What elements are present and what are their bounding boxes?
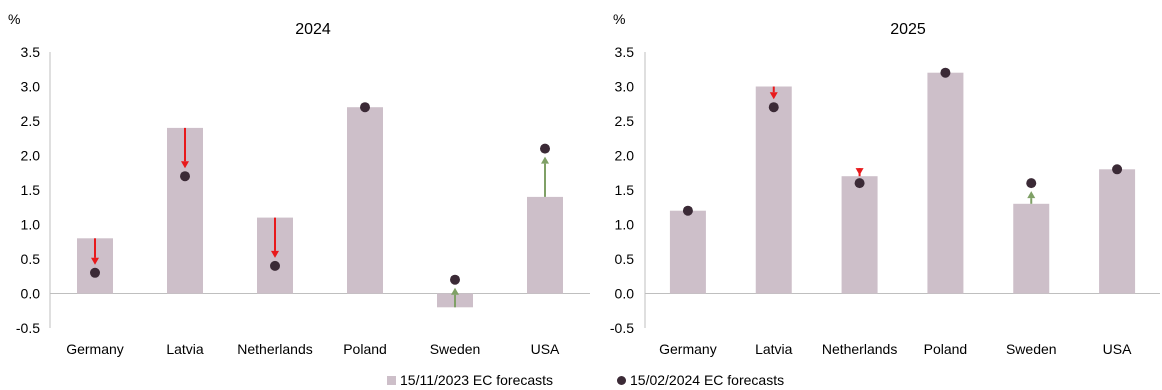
chart-2024-title: 2024: [295, 21, 331, 38]
chart-2024-dot-netherlands: [270, 260, 280, 271]
chart-2025-ytick-label: 1.0: [615, 217, 635, 233]
chart-2025-ytick-label: 2.5: [615, 113, 635, 129]
chart-2025-bar-poland: [927, 72, 964, 294]
chart-2025-ytick-label: 2.0: [615, 148, 635, 164]
chart-2025-bar-usa: [1099, 169, 1136, 294]
chart-2024-arrow-head-down-netherlands: [271, 250, 279, 258]
chart-2025-category-label: Latvia: [755, 341, 793, 357]
chart-2025-ytick-label: 0.5: [615, 251, 635, 267]
chart-2024-dot-latvia: [180, 171, 190, 182]
chart-2024-dot-sweden: [450, 274, 460, 285]
chart-2025-bar-netherlands: [841, 176, 878, 294]
legend-item-dot: 15/02/2024 EC forecasts: [617, 372, 784, 388]
chart-2024-ytick-label: 1.5: [21, 182, 41, 198]
chart-2024-bar-usa: [527, 196, 563, 294]
chart-2025-category-label: Germany: [659, 341, 717, 357]
chart-2025-ytick-label: 0.0: [615, 286, 635, 302]
chart-2025-dot-poland: [940, 67, 951, 78]
chart-2025-bar-latvia: [755, 86, 792, 294]
chart-2024-category-label: Latvia: [166, 341, 204, 357]
chart-2025-category-label: Netherlands: [822, 341, 898, 357]
legend-item-bar: 15/11/2023 EC forecasts: [387, 372, 553, 388]
chart-2025-ytick-label: 3.5: [615, 44, 635, 60]
chart-2024-group: 2024% -0.5 0.0 0.5 1.0 1.5 2.0 2.5 3.0 3.5 Germany…: [8, 11, 590, 357]
chart-2025-arrow-head-down-netherlands: [855, 168, 864, 176]
chart-2024-ytick-label: 1.0: [21, 217, 41, 233]
chart-2025-dot-usa: [1112, 164, 1123, 175]
chart-2024-ylabel: %: [8, 11, 20, 27]
chart-2024-ytick-label: -0.5: [16, 320, 40, 336]
chart-2025-ylabel: %: [613, 11, 625, 27]
chart-2024-arrow-head-up-usa: [541, 156, 549, 164]
chart-2025-dot-sweden: [1026, 178, 1037, 189]
chart-2024-category-label: Netherlands: [237, 341, 313, 357]
chart-2024-dot-poland: [360, 102, 370, 113]
legend-label-bar: 15/11/2023 EC forecasts: [400, 372, 554, 388]
chart-2024-arrow-head-up-sweden: [451, 287, 459, 295]
chart-2025-dot-latvia: [768, 102, 779, 113]
legend: 15/11/2023 EC forecasts 15/02/2024 EC fo…: [0, 370, 1162, 390]
chart-2024-dot-usa: [540, 143, 550, 154]
chart-2025-title: 2025: [890, 21, 926, 38]
legend-dot-swatch-icon: [617, 375, 626, 385]
chart-2025-arrow-head-up-sweden: [1027, 191, 1036, 199]
chart-2024-category-label: Germany: [66, 341, 124, 357]
chart-2024-ytick-label: 2.5: [21, 113, 41, 129]
chart-2025-ytick-label: 1.5: [615, 182, 635, 198]
chart-2025-group: 2025% -0.5 0.0 0.5 1.0 1.5 2.0 2.5 3.0 3.5 Germany…: [610, 11, 1160, 357]
chart-2025-arrow-head-down-latvia: [769, 92, 778, 100]
chart-2025-category-label: USA: [1103, 341, 1132, 357]
chart-2024-dot-germany: [90, 267, 100, 278]
chart-2024-category-label: USA: [531, 341, 560, 357]
chart-2024-arrow-head-down-germany: [91, 257, 99, 265]
charts-canvas: 2024% -0.5 0.0 0.5 1.0 1.5 2.0 2.5 3.0 3.5 Germany…: [8, 11, 1160, 357]
chart-2024-arrow-head-down-latvia: [181, 161, 189, 169]
legend-bar-swatch-icon: [387, 375, 396, 385]
chart-2024-category-label: Sweden: [430, 341, 481, 357]
chart-2025-category-label: Sweden: [1006, 341, 1057, 357]
chart-2025-dot-netherlands: [854, 178, 865, 189]
chart-2024-ytick-label: 3.5: [21, 44, 41, 60]
legend-label-dot: 15/02/2024 EC forecasts: [630, 372, 785, 388]
chart-2024-bar-poland: [347, 107, 383, 294]
chart-2025-ytick-label: 3.0: [615, 79, 635, 95]
chart-2025-bar-germany: [669, 210, 706, 294]
chart-2025-ytick-label: -0.5: [610, 320, 634, 336]
chart-2024-category-label: Poland: [343, 341, 387, 357]
chart-2025-dot-germany: [682, 205, 693, 216]
chart-2024-ytick-label: 0.0: [21, 286, 41, 302]
chart-2024-ytick-label: 2.0: [21, 148, 41, 164]
chart-2024-ytick-label: 0.5: [21, 251, 41, 267]
chart-2024-ytick-label: 3.0: [21, 79, 41, 95]
chart-2025-bar-sweden: [1013, 203, 1050, 294]
chart-2025-category-label: Poland: [924, 341, 968, 357]
